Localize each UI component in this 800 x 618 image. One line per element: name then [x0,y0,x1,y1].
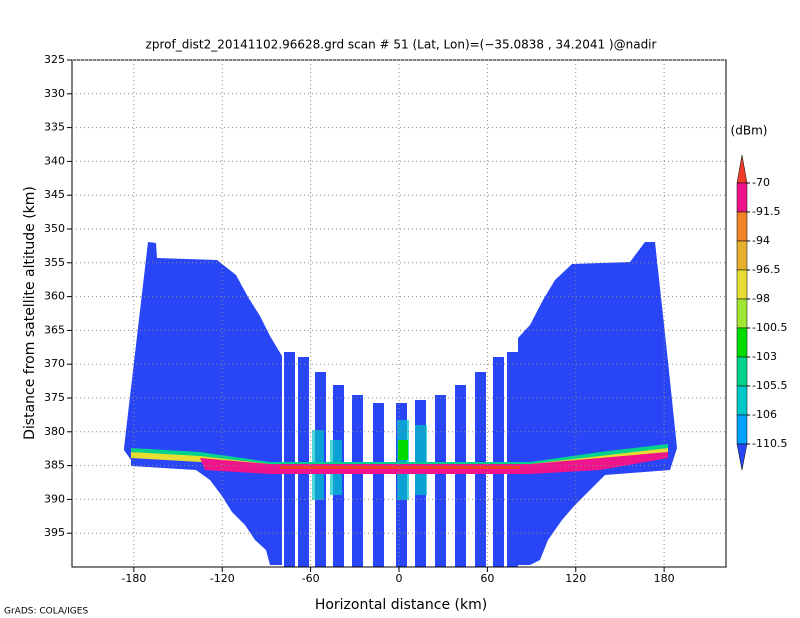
y-tick-label: 345 [44,188,65,201]
chart-title: zprof_dist2_20141102.96628.grd scan # 51… [146,38,657,52]
y-tick-label: 395 [44,526,65,539]
colorbar-cell [736,211,748,242]
colorbar-label: -105.5 [752,379,787,392]
x-tick-label: -60 [302,572,320,585]
y-axis-label: Distance from satellite altitude (km) [22,186,38,440]
x-tick-label: 0 [396,572,403,585]
y-tick-label: 355 [44,256,65,269]
y-tick-label: 370 [44,357,65,370]
y-tick-label: 325 [44,53,65,66]
colorbar-label: -103 [752,350,777,363]
footer: GrADS: COLA/IGES [4,607,88,617]
surface-band [280,466,520,469]
y-tick-label: 390 [44,492,65,505]
colorbar-cell [736,414,748,445]
field-strip [352,395,363,567]
colorbar-label: -70 [752,176,770,189]
field-strip [284,352,295,567]
colorbar-cell [736,385,748,416]
colorbar-cell [736,298,748,329]
x-tick-label: 60 [480,572,494,585]
field-patch [415,425,427,495]
colorbar-label: -110.5 [752,437,787,450]
y-tick-label: 365 [44,323,65,336]
x-tick-label: 180 [654,572,675,585]
colorbar-unit: (dBm) [731,124,768,138]
colorbar-label: -98 [752,292,770,305]
colorbar-cell [736,356,748,387]
y-tick-label: 380 [44,425,65,438]
colorbar-label: -94 [752,234,770,247]
field-strip [435,395,446,567]
colorbar-label: -96.5 [752,263,780,276]
y-tick-label: 335 [44,121,65,134]
x-tick-label: 120 [565,572,586,585]
field-strip [373,403,384,567]
field-region [518,242,677,565]
y-tick-label: 385 [44,459,65,472]
x-tick-label: -180 [121,572,146,585]
colorbar-cell [736,327,748,358]
y-tick-label: 340 [44,154,65,167]
field-strip [507,352,518,567]
y-tick-label: 330 [44,87,65,100]
colorbar-label: -100.5 [752,321,787,334]
colorbar-cell [736,240,748,271]
field-patch [398,440,408,460]
field-region [124,242,282,565]
y-tick-label: 350 [44,222,65,235]
x-axis-label: Horizontal distance (km) [315,597,487,613]
field [124,242,677,567]
colorbar-label: -106 [752,408,777,421]
y-tick-label: 375 [44,391,65,404]
colorbar-label: -91.5 [752,205,780,218]
colorbar-cell [736,269,748,300]
surface-band [131,444,668,468]
colorbar-cell [736,443,748,471]
x-tick-label: -120 [210,572,235,585]
field-strip [455,385,466,567]
colorbar-cell [736,182,748,213]
y-tick-label: 360 [44,290,65,303]
